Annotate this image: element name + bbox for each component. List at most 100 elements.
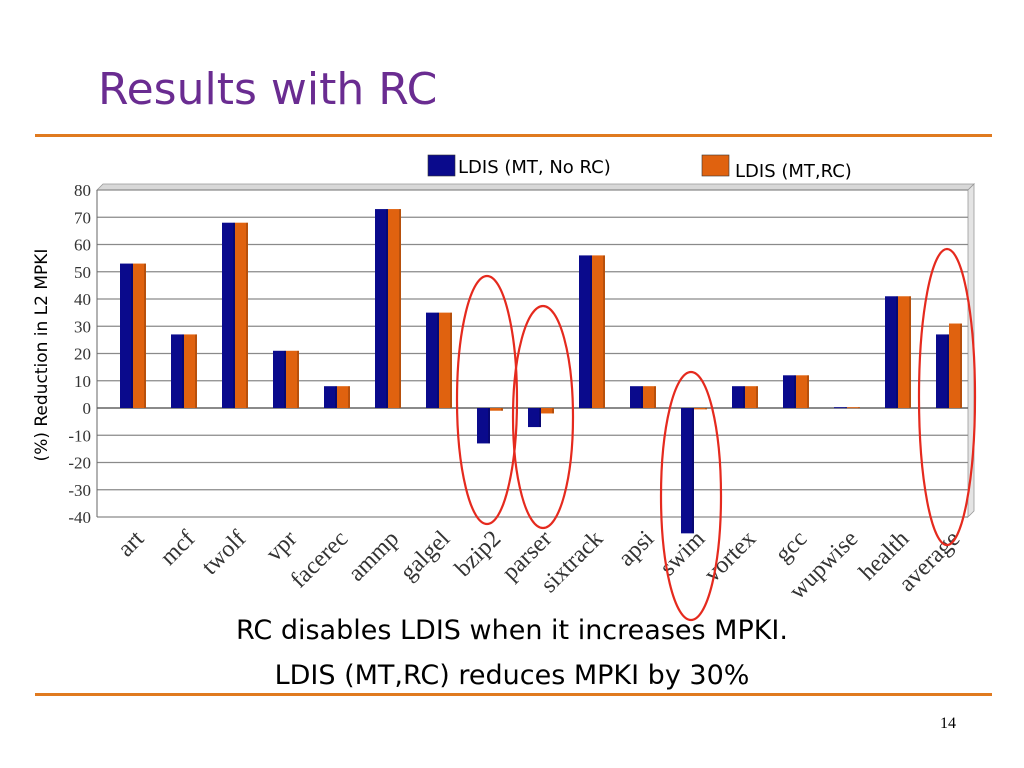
caption-line-2: LDIS (MT,RC) reduces MPKI by 30%: [274, 660, 750, 691]
y-tick-label: 60: [74, 236, 91, 255]
bar-shade: [692, 408, 694, 534]
bar-ldis-mt-rc: [847, 407, 860, 409]
y-tick-label: 30: [74, 317, 91, 336]
bar-shade: [195, 334, 197, 408]
bar-ldis-mt-rc: [541, 408, 554, 414]
bar-shade: [909, 296, 911, 408]
bar-ldis-mt-no-rc: [324, 386, 337, 408]
highlight-ellipse-average: [917, 247, 977, 547]
bar-shade: [501, 408, 503, 411]
x-tick-label: galgel: [395, 526, 455, 586]
bar-shade: [131, 263, 133, 408]
y-tick-label: -10: [68, 426, 91, 445]
bar-shade: [539, 408, 541, 428]
bar-ldis-mt-rc: [184, 334, 197, 408]
bar-shade: [947, 334, 949, 408]
bar-shade: [807, 375, 809, 408]
bar-ldis-mt-no-rc: [222, 222, 235, 408]
bar-ldis-mt-rc: [745, 386, 758, 408]
bar-ldis-mt-no-rc: [732, 386, 745, 408]
bar-shade: [284, 350, 286, 408]
y-tick-label: 10: [74, 372, 91, 391]
legend-label-no-rc: LDIS (MT, No RC): [458, 157, 611, 178]
bar-ldis-mt-rc: [337, 386, 350, 408]
bar-ldis-mt-no-rc: [120, 263, 133, 408]
x-tick-label: gcc: [770, 526, 812, 568]
y-tick-label: -30: [68, 481, 91, 500]
bar-shade: [246, 222, 248, 408]
y-tick-label: 20: [74, 345, 91, 364]
legend-label-rc: LDIS (MT,RC): [735, 161, 852, 182]
x-tick-label: art: [113, 526, 150, 563]
bar-shade: [437, 312, 439, 408]
bar-shade: [233, 222, 235, 408]
bar-shade: [335, 386, 337, 408]
highlight-ellipse-parser: [511, 304, 575, 530]
x-tick-label: bzip2: [450, 526, 506, 582]
bar-ldis-mt-no-rc: [783, 375, 796, 408]
legend-swatch-no-rc: [427, 154, 456, 177]
bar-shade: [705, 408, 707, 410]
bar-ldis-mt-rc: [490, 408, 503, 411]
y-tick-label: 0: [83, 399, 92, 418]
x-tick-label: twolf: [197, 526, 251, 580]
y-tick-label: 70: [74, 208, 91, 227]
y-tick-label: -40: [68, 508, 91, 527]
bar-ldis-mt-no-rc: [885, 296, 898, 408]
bar-shade: [488, 408, 490, 444]
bar-ldis-mt-rc: [592, 255, 605, 408]
bar-ldis-mt-no-rc: [579, 255, 592, 408]
bar-shade: [603, 255, 605, 408]
bar-shade: [590, 255, 592, 408]
bar-ldis-mt-rc: [439, 312, 452, 408]
bar-shade: [386, 209, 388, 408]
x-tick-label: vpr: [261, 526, 302, 567]
bar-shade: [182, 334, 184, 408]
bar-ldis-mt-rc: [286, 350, 299, 408]
bar-shade: [144, 263, 146, 408]
bar-ldis-mt-no-rc: [375, 209, 388, 408]
legend-swatch-rc: [701, 154, 730, 177]
bar-ldis-mt-no-rc: [171, 334, 184, 408]
bar-ldis-mt-no-rc: [630, 386, 643, 408]
y-axis-label: (%) Reduction in L2 MPKI: [32, 249, 52, 462]
bar-ldis-mt-rc: [235, 222, 248, 408]
bar-ldis-mt-no-rc: [426, 312, 439, 408]
bar-shade: [858, 407, 860, 409]
bar-ldis-mt-rc: [898, 296, 911, 408]
plot-top-edge: [96, 183, 975, 191]
bar-shade: [756, 386, 758, 408]
y-tick-label: 50: [74, 263, 91, 282]
top-divider: [35, 134, 992, 137]
bar-shade: [896, 296, 898, 408]
bar-shade: [297, 350, 299, 408]
bar-ldis-mt-rc: [643, 386, 656, 408]
bar-ldis-mt-no-rc: [681, 408, 694, 534]
x-tick-label: mcf: [155, 526, 200, 571]
bar-shade: [641, 386, 643, 408]
bar-ldis-mt-no-rc: [528, 408, 541, 428]
bar-shade: [399, 209, 401, 408]
slide-title: Results with RC: [98, 64, 438, 115]
highlight-ellipse-bzip2: [455, 274, 519, 526]
bottom-divider: [35, 693, 992, 696]
bar-shade: [794, 375, 796, 408]
x-tick-label: ammp: [343, 526, 404, 587]
bar-shade: [960, 323, 962, 408]
x-tick-label: facerec: [286, 526, 353, 593]
bar-ldis-mt-no-rc: [477, 408, 490, 444]
bar-shade: [450, 312, 452, 408]
highlight-ellipse-swim: [659, 370, 723, 622]
bar-shade: [743, 386, 745, 408]
x-tick-label: vortex: [700, 526, 762, 588]
y-tick-label: 80: [74, 181, 91, 200]
y-tick-label: -20: [68, 454, 91, 473]
x-tick-label: apsi: [614, 526, 660, 572]
bar-shade: [845, 407, 847, 409]
bar-ldis-mt-no-rc: [834, 407, 847, 409]
y-tick-label: 40: [74, 290, 91, 309]
bar-shade: [552, 408, 554, 414]
bar-ldis-mt-no-rc: [273, 350, 286, 408]
caption-line-1: RC disables LDIS when it increases MPKI.: [236, 615, 788, 646]
